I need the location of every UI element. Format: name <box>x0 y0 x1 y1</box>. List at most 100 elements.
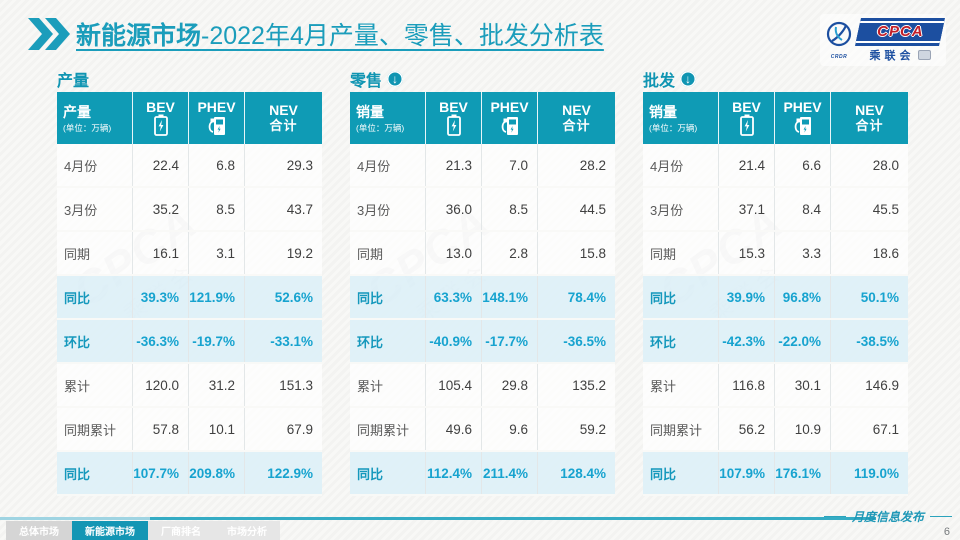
cell-value: 21.4 <box>719 144 775 186</box>
charger-icon <box>794 117 811 136</box>
page-number: 6 <box>943 526 950 538</box>
section-header: 批发 ↓ <box>643 66 908 92</box>
header-unit: (单位：万辆) <box>356 123 405 133</box>
cell-value: 8.5 <box>189 188 245 230</box>
cpca-logo: CRDR CPCA 乘联会 <box>820 14 946 66</box>
cell-value: 135.2 <box>572 377 606 393</box>
cell-value: 6.8 <box>189 144 245 186</box>
cell-value: -40.9% <box>426 320 482 362</box>
cell-value: 19.2 <box>286 245 313 261</box>
table-row: 同期 13.0 2.8 15.8 <box>350 232 615 276</box>
cell-value: 13.0 <box>426 232 482 274</box>
table-row: 4月份 21.3 7.0 28.2 <box>350 144 615 188</box>
cell-value: -17.7% <box>482 320 538 362</box>
cell-value: 36.0 <box>426 188 482 230</box>
cell-value: 16.1 <box>133 232 189 274</box>
cell-value: 39.3% <box>133 276 189 318</box>
cell-value: 22.4 <box>133 144 189 186</box>
row-label: 环比 <box>350 320 426 362</box>
table-body: 4月份 21.4 6.6 28.0 3月份 37.1 8.4 45.5 同期 15.3 3.3 18.… <box>643 144 908 496</box>
cell-value: 211.4% <box>482 452 538 494</box>
cell-value: 15.3 <box>719 232 775 274</box>
cpca-cn-name: 乘联会 <box>856 47 944 63</box>
table-header-row: 销量 (单位：万辆) BEV PHEV <box>643 92 908 144</box>
table-header-unit-cell: 销量 (单位：万辆) <box>643 92 719 144</box>
cell-value: 121.9% <box>189 276 245 318</box>
page-title-highlight: 新能源市场 <box>76 22 202 50</box>
header-label: 产量 <box>63 104 91 120</box>
table-body: 4月份 21.3 7.0 28.2 3月份 36.0 8.5 44.5 同期 13.0 2.8 15.… <box>350 144 615 496</box>
section-title: 批发 <box>643 73 676 90</box>
table-row: 同期累计 56.2 10.9 67.1 <box>643 408 908 452</box>
cell-value: 122.9% <box>267 465 313 481</box>
table-row: 同比 39.3% 121.9% 52.6% <box>57 276 322 320</box>
cell-value: 146.9 <box>865 377 899 393</box>
row-label: 4月份 <box>57 144 133 186</box>
emblem-text: CRDR <box>830 53 848 60</box>
table-row: 3月份 37.1 8.4 45.5 <box>643 188 908 232</box>
cell-value: 30.1 <box>775 364 831 406</box>
table-header-bev: BEV <box>426 92 482 144</box>
cell-value: 57.8 <box>133 408 189 450</box>
cell-value: 3.1 <box>189 232 245 274</box>
cell-value: 35.2 <box>133 188 189 230</box>
table-header-phev: PHEV <box>189 92 245 144</box>
footer-note: 月度信息发布 <box>823 508 952 525</box>
battery-icon <box>739 114 754 137</box>
row-label: 同期 <box>57 232 133 274</box>
cell-value: 8.5 <box>482 188 538 230</box>
cell-value: 6.6 <box>775 144 831 186</box>
arrow-down-icon: ↓ <box>680 71 697 87</box>
cell-value: 107.7% <box>133 452 189 494</box>
cpca-wordmark: CPCA <box>855 20 945 43</box>
row-label: 同比 <box>57 276 133 318</box>
cell-value: 176.1% <box>775 452 831 494</box>
slide-header: 新能源市场-2022年4月产量、零售、批发分析表 <box>28 16 820 52</box>
table-row: 同期累计 49.6 9.6 59.2 <box>350 408 615 452</box>
footer-tab-新能源市场[interactable]: 新能源市场 <box>72 521 148 540</box>
page-title-rest: -2022年4月产量、零售、批发分析表 <box>201 22 604 50</box>
cell-value: 52.6% <box>274 289 313 305</box>
double-chevron-icon <box>28 18 70 50</box>
row-label: 4月份 <box>643 144 719 186</box>
cell-value: 120.0 <box>133 364 189 406</box>
footer-tab-厂商排名[interactable]: 厂商排名 <box>148 521 214 540</box>
cell-value: 44.5 <box>579 201 606 217</box>
footer-tab-市场分析[interactable]: 市场分析 <box>214 521 280 540</box>
cell-value: 56.2 <box>719 408 775 450</box>
charger-icon <box>208 117 225 136</box>
table-row: 3月份 36.0 8.5 44.5 <box>350 188 615 232</box>
cell-value: 9.6 <box>482 408 538 450</box>
header-unit: (单位：万辆) <box>63 123 112 133</box>
cell-value: 2.8 <box>482 232 538 274</box>
cell-value: 96.8% <box>775 276 831 318</box>
table-header-bev: BEV <box>133 92 189 144</box>
row-label: 3月份 <box>643 188 719 230</box>
charger-icon <box>501 117 518 136</box>
table-row: 4月份 22.4 6.8 29.3 <box>57 144 322 188</box>
section-title: 产量 <box>57 73 90 90</box>
cell-value: 50.1% <box>860 289 899 305</box>
row-label: 同期累计 <box>643 408 719 450</box>
cell-value: 39.9% <box>719 276 775 318</box>
section-header: 产量 ↓ <box>57 66 322 92</box>
footer-tab-总体市场[interactable]: 总体市场 <box>6 521 72 540</box>
header-label: 销量 <box>356 104 384 120</box>
row-label: 同比 <box>350 452 426 494</box>
cell-value: -22.0% <box>775 320 831 362</box>
cell-value: 29.3 <box>286 157 313 173</box>
cell-value: 31.2 <box>189 364 245 406</box>
table-row: 同比 112.4% 211.4% 128.4% <box>350 452 615 496</box>
row-label: 累计 <box>57 364 133 406</box>
cell-value: 128.4% <box>560 465 606 481</box>
table-header-nev: NEV 合计 <box>538 92 615 144</box>
cell-value: 63.3% <box>426 276 482 318</box>
table-row: 同比 107.9% 176.1% 119.0% <box>643 452 908 496</box>
section-title: 零售 <box>350 73 383 90</box>
row-label: 累计 <box>643 364 719 406</box>
cell-value: 15.8 <box>579 245 606 261</box>
table-row: 同比 63.3% 148.1% 78.4% <box>350 276 615 320</box>
cell-value: -42.3% <box>719 320 775 362</box>
cell-value: 45.5 <box>872 201 899 217</box>
